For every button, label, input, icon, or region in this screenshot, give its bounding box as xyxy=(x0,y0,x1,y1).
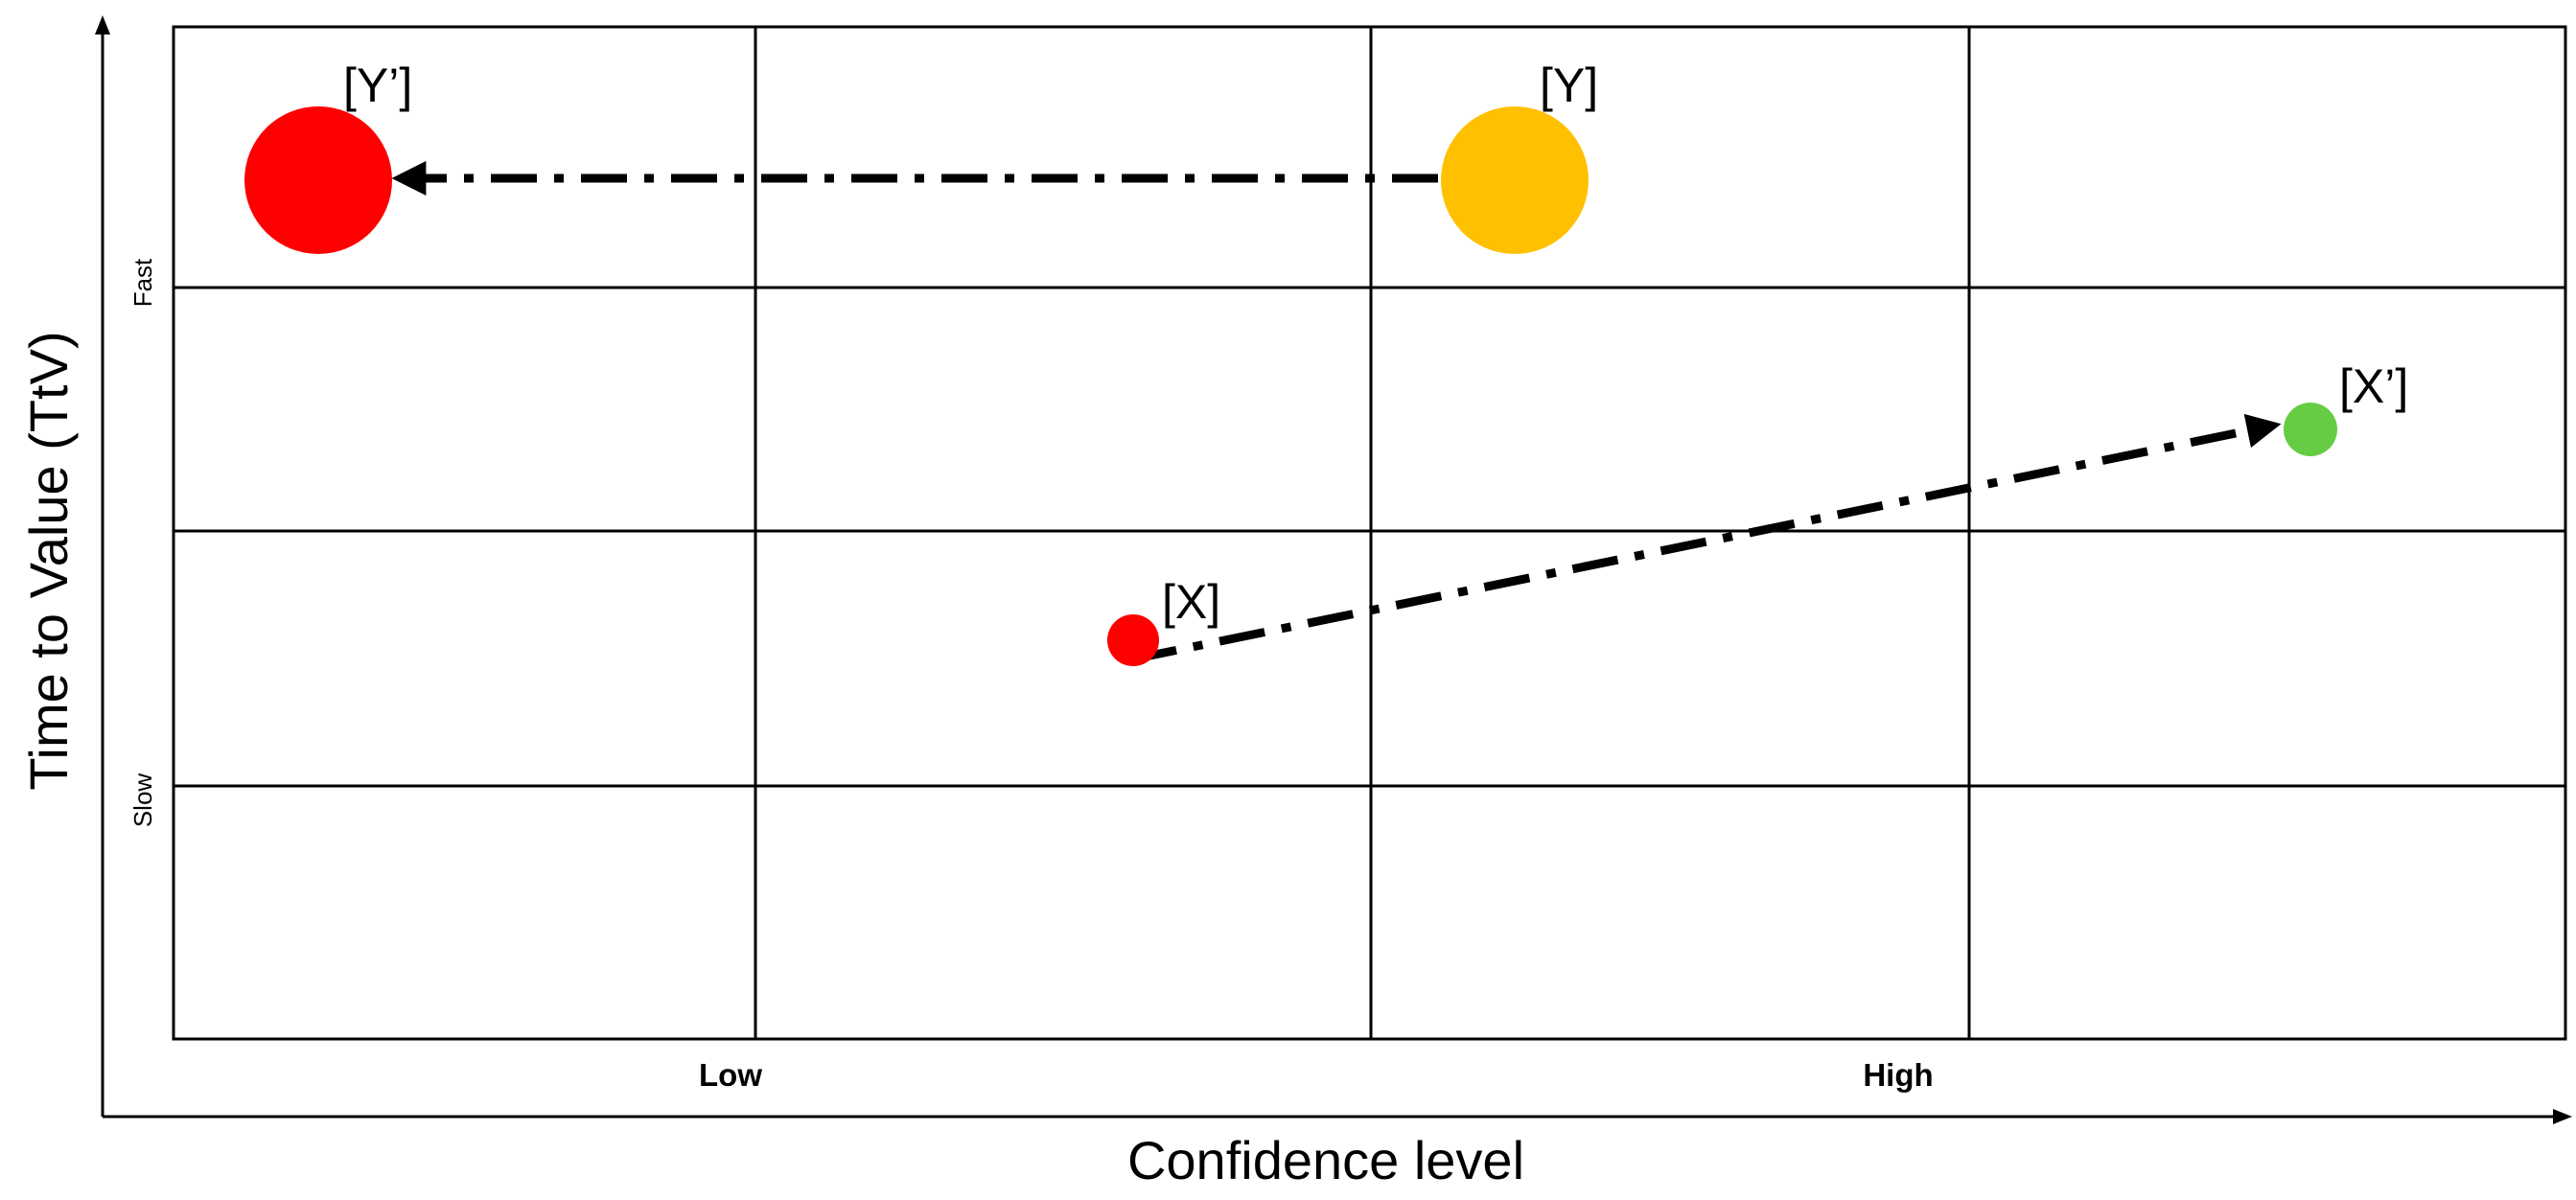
point-x-label: [X] xyxy=(1162,575,1220,629)
y-tick-fast: Fast xyxy=(128,258,157,307)
transition-arrow-x xyxy=(1130,413,2282,664)
x-tick-high: High xyxy=(1863,1057,1933,1093)
point-x-prime-label: [X’] xyxy=(2339,359,2408,413)
point-x xyxy=(1107,614,1159,666)
point-y-label: [Y] xyxy=(1540,58,1598,112)
y-axis-arrow-icon xyxy=(95,15,110,35)
point-y xyxy=(1441,106,1589,254)
y-axis-title: Time to Value (TtV) xyxy=(18,331,79,790)
x-axis-arrow-icon xyxy=(2553,1109,2572,1124)
y-tick-slow: Slow xyxy=(128,773,157,828)
point-y-prime xyxy=(244,106,392,254)
x-tick-low: Low xyxy=(699,1057,762,1093)
x-axis-title: Confidence level xyxy=(1127,1130,1524,1190)
point-x-prime xyxy=(2284,403,2337,456)
point-y-prime-label: [Y’] xyxy=(343,58,412,112)
